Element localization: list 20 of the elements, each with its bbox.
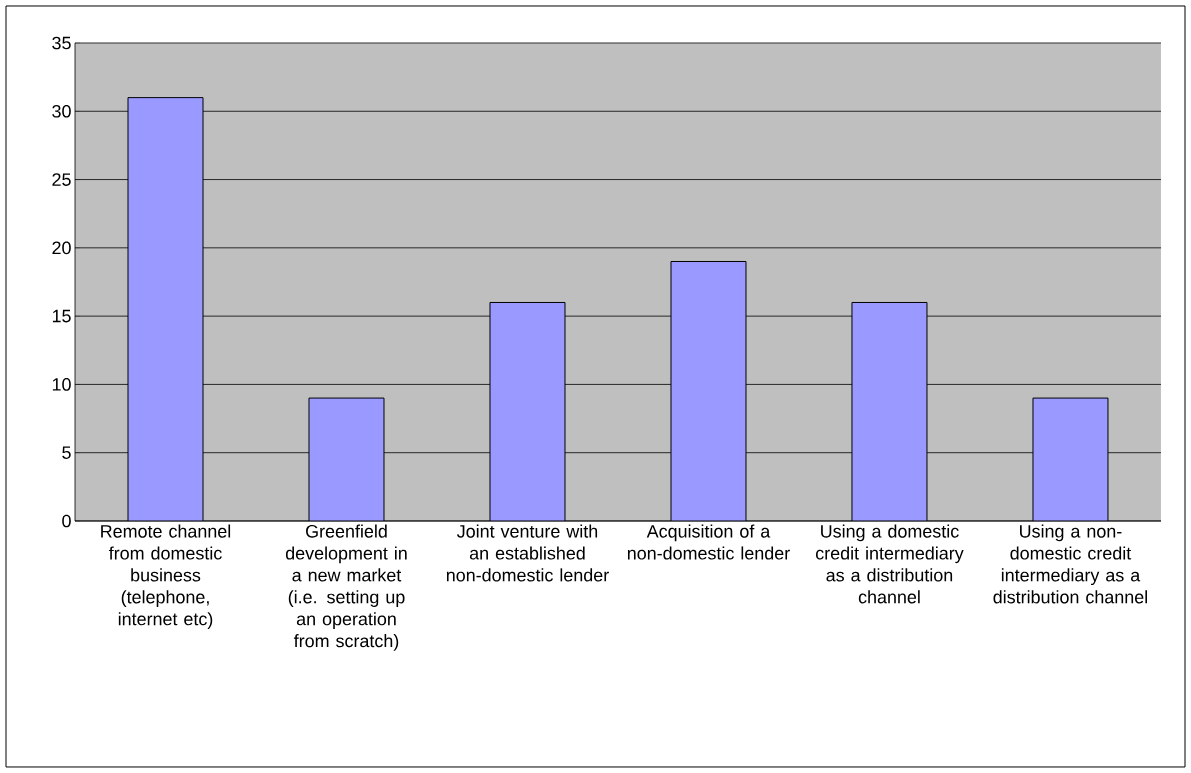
x-tick-label: Greenfield development in a new market (i.e. setting up an operation from scratch) <box>285 524 407 651</box>
bar <box>308 397 385 521</box>
x-tick-label: Remote channel from domestic business (telephone, internet etc) <box>101 524 231 629</box>
y-tick-label: 0 <box>62 514 71 528</box>
x-tick-label: Using a domestic credit intermediary as a distribution channel <box>816 524 964 604</box>
bar <box>670 261 747 521</box>
y-tick-label: 20 <box>52 241 71 255</box>
y-tick-label: 5 <box>62 446 71 459</box>
y-tick-label: 30 <box>52 104 71 118</box>
x-tick-label: Joint venture with an established non-domestic lender <box>446 524 609 582</box>
bar <box>489 301 566 521</box>
bar <box>1032 397 1109 521</box>
bar <box>851 301 928 521</box>
x-tick-label: Using a non-domestic credit intermediary as a distribution channel <box>993 524 1147 604</box>
y-tick-label: 10 <box>52 378 71 391</box>
y-tick-label: 15 <box>52 309 71 323</box>
x-tick-label: Acquisition of a non-domestic lender <box>627 524 790 560</box>
bar <box>127 97 204 521</box>
y-tick-label: 25 <box>52 173 71 186</box>
y-tick-label: 35 <box>52 36 71 50</box>
